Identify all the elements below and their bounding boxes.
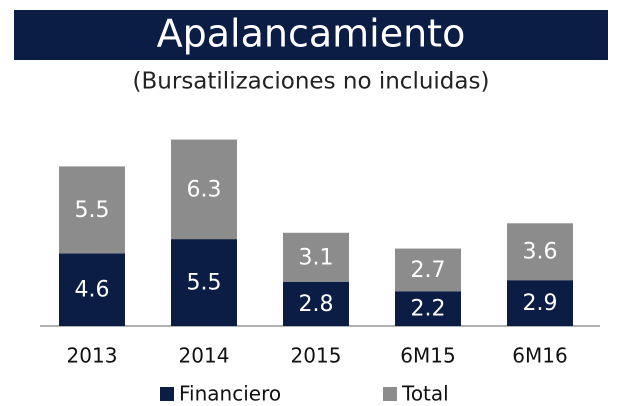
value-label: 2.8 (299, 292, 334, 317)
value-label: 3.1 (299, 245, 334, 270)
chart-subtitle: (Bursatilizaciones no incluidas) (133, 69, 490, 95)
title-banner (14, 10, 608, 60)
chart-title: Apalancamiento (157, 12, 466, 56)
bar-segment (59, 253, 125, 326)
x-tick-label: 6M15 (400, 344, 455, 368)
value-label: 2.9 (523, 291, 558, 316)
legend-swatch (383, 387, 397, 401)
value-label: 2.7 (411, 258, 446, 283)
x-tick-label: 2013 (67, 344, 118, 368)
x-tick-label: 2015 (291, 344, 342, 368)
value-label: 6.3 (187, 177, 222, 202)
bar-segment (507, 280, 573, 326)
value-label: 2.2 (411, 297, 446, 322)
value-label: 3.6 (523, 240, 558, 265)
bar-segment (59, 166, 125, 254)
x-tick-label: 2014 (179, 344, 230, 368)
x-tick-label: 6M16 (512, 344, 567, 368)
value-label: 5.5 (187, 271, 222, 296)
value-label: 4.6 (75, 278, 110, 303)
bar-segment (171, 239, 237, 326)
bar-segment (283, 232, 349, 282)
bar-segment (171, 139, 237, 240)
legend-label: Total (401, 382, 449, 406)
legend-swatch (160, 387, 174, 401)
bar-segment (395, 291, 461, 326)
bar-segment (507, 223, 573, 281)
bar-segment (395, 248, 461, 292)
bar-segment (283, 281, 349, 326)
legend-label: Financiero (179, 382, 281, 406)
value-label: 5.5 (75, 198, 110, 223)
